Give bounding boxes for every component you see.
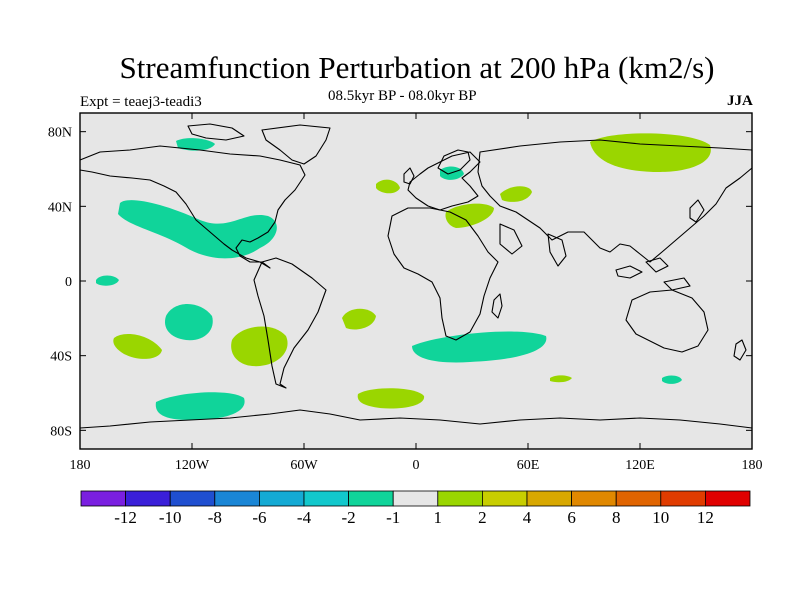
colorbar-swatch bbox=[392, 490, 439, 507]
colorbar: -12 -10 -8 -6 -4 -2 -1 1 2 4 6 8 10 12 bbox=[80, 490, 751, 527]
lon-tick-label: 120E bbox=[625, 458, 655, 473]
lon-tick-label: 60W bbox=[290, 458, 318, 473]
lon-tick-label: 120W bbox=[175, 458, 210, 473]
colorbar-label: -2 bbox=[342, 508, 356, 527]
coastlines bbox=[79, 123, 753, 429]
coast-madagascar bbox=[491, 293, 503, 319]
colorbar-label: 8 bbox=[612, 508, 621, 527]
lat-tick-label: 0 bbox=[65, 275, 72, 290]
colorbar-label: 4 bbox=[523, 508, 532, 527]
coast-scandinavia bbox=[437, 149, 471, 175]
colorbar-label: -8 bbox=[208, 508, 222, 527]
latitude-axis: 80N 40N 0 40S 80S bbox=[48, 126, 752, 439]
neg-region-south-atlantic bbox=[412, 331, 547, 363]
pos-region-mediterranean bbox=[445, 203, 494, 228]
pos-region-south-atlantic-north bbox=[342, 308, 376, 330]
coast-greenland bbox=[261, 124, 331, 165]
colorbar-label: -4 bbox=[297, 508, 312, 527]
season-label: JJA bbox=[727, 93, 753, 109]
pos-region-south-pacific-west bbox=[113, 334, 162, 359]
pos-region-central-asia bbox=[500, 186, 532, 202]
colorbar-swatch bbox=[169, 490, 216, 507]
pos-region-north-atlantic bbox=[376, 179, 400, 194]
colorbar-label: -1 bbox=[386, 508, 400, 527]
lon-tick-label: 180 bbox=[70, 458, 91, 473]
coast-north-america bbox=[79, 145, 306, 269]
coast-antarctica bbox=[79, 409, 753, 429]
colorbar-swatch bbox=[481, 490, 528, 507]
coast-uk bbox=[403, 167, 415, 185]
coast-japan bbox=[689, 199, 705, 223]
colorbar-swatch bbox=[348, 490, 394, 507]
coast-australia bbox=[625, 289, 709, 353]
colorbar-swatch bbox=[705, 490, 751, 507]
colorbar-swatch bbox=[437, 490, 483, 507]
lat-tick-label: 40S bbox=[50, 350, 72, 365]
coast-asia bbox=[477, 139, 753, 263]
coast-maritime-continent bbox=[615, 257, 691, 291]
colorbar-swatch bbox=[571, 490, 617, 507]
lat-tick-label: 80N bbox=[48, 126, 72, 141]
colorbar-swatch bbox=[660, 490, 706, 507]
colorbar-label: -6 bbox=[252, 508, 266, 527]
coast-arabia-india bbox=[499, 223, 567, 267]
longitude-axis: 180 120W 60W 0 60E 120E 180 bbox=[70, 113, 763, 473]
pos-region-siberia bbox=[590, 133, 711, 172]
lon-tick-label: 180 bbox=[742, 458, 763, 473]
colorbar-label: 10 bbox=[652, 508, 669, 527]
pos-region-southern-indian-small bbox=[550, 375, 572, 383]
lat-tick-label: 40N bbox=[48, 200, 72, 215]
colorbar-label: -12 bbox=[114, 508, 137, 527]
colorbar-swatch bbox=[258, 490, 305, 507]
colorbar-label: 6 bbox=[567, 508, 576, 527]
colorbar-swatch bbox=[125, 490, 171, 507]
neg-region-southern-indian bbox=[662, 375, 682, 384]
neg-region-southern-ocean-pacific bbox=[155, 392, 245, 420]
period-subtitle: 08.5kyr BP - 08.0kyr BP bbox=[328, 88, 477, 104]
neg-region-equatorial-pacific bbox=[96, 275, 119, 286]
coast-arctic-islands bbox=[187, 123, 245, 141]
coast-south-america bbox=[253, 257, 327, 389]
pos-region-south-america bbox=[231, 326, 288, 367]
colorbar-swatch bbox=[80, 490, 126, 507]
colorbar-label: 12 bbox=[697, 508, 714, 527]
lon-tick-label: 60E bbox=[517, 458, 540, 473]
coast-new-zealand bbox=[733, 339, 747, 361]
lon-tick-label: 0 bbox=[413, 458, 420, 473]
colorbar-swatch bbox=[526, 490, 572, 507]
colorbar-label: 2 bbox=[478, 508, 487, 527]
neg-region-north-atlantic-pacific bbox=[118, 200, 277, 259]
neg-region-south-pacific bbox=[164, 304, 213, 341]
pos-region-southern-ocean-atlantic bbox=[357, 388, 425, 409]
positive-anomaly-regions bbox=[113, 133, 711, 409]
colorbar-label: -10 bbox=[159, 508, 182, 527]
colorbar-swatch bbox=[303, 490, 349, 507]
coast-europe bbox=[407, 151, 481, 211]
colorbar-swatch bbox=[214, 490, 260, 507]
colorbar-label: 1 bbox=[434, 508, 443, 527]
plot-title: Streamfunction Perturbation at 200 hPa (… bbox=[119, 50, 715, 85]
colorbar-swatch bbox=[615, 490, 662, 507]
coast-africa bbox=[387, 207, 499, 341]
neg-region-greenland bbox=[176, 138, 215, 151]
experiment-label: Expt = teaej3-teadi3 bbox=[80, 94, 202, 110]
lat-tick-label: 80S bbox=[50, 424, 72, 439]
